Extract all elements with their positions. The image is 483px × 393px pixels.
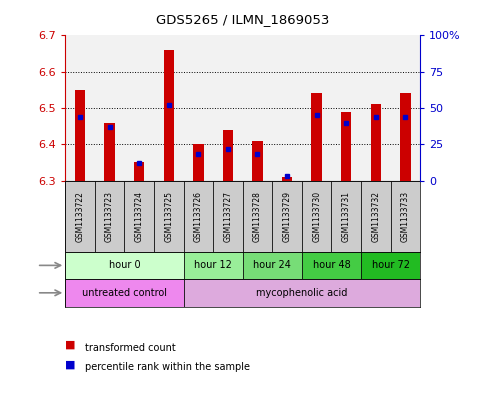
Bar	[242, 181, 272, 252]
Bar	[213, 35, 242, 181]
Text: hour 72: hour 72	[371, 261, 410, 270]
Text: GSM1133733: GSM1133733	[401, 191, 410, 242]
Bar	[75, 90, 85, 181]
Bar	[65, 35, 95, 181]
Bar	[312, 94, 322, 181]
Bar	[302, 252, 361, 279]
Text: hour 12: hour 12	[194, 261, 232, 270]
Bar	[125, 181, 154, 252]
Text: ■: ■	[65, 340, 76, 350]
Bar	[213, 181, 242, 252]
Text: GSM1133730: GSM1133730	[312, 191, 321, 242]
Text: GSM1133726: GSM1133726	[194, 191, 203, 242]
Bar	[184, 252, 242, 279]
Bar	[302, 181, 331, 252]
Bar	[272, 181, 302, 252]
Bar	[193, 144, 203, 181]
Bar	[242, 35, 272, 181]
Text: GSM1133729: GSM1133729	[283, 191, 292, 242]
Text: GSM1133731: GSM1133731	[342, 191, 351, 242]
Bar	[361, 252, 420, 279]
Text: GSM1133725: GSM1133725	[164, 191, 173, 242]
Bar	[361, 181, 391, 252]
Bar	[95, 181, 125, 252]
Text: GDS5265 / ILMN_1869053: GDS5265 / ILMN_1869053	[156, 13, 329, 26]
Bar	[302, 35, 331, 181]
Text: hour 24: hour 24	[254, 261, 291, 270]
Text: mycophenolic acid: mycophenolic acid	[256, 288, 348, 298]
Text: hour 48: hour 48	[313, 261, 350, 270]
Text: GSM1133723: GSM1133723	[105, 191, 114, 242]
Bar	[272, 35, 302, 181]
Bar	[391, 35, 420, 181]
Bar	[331, 181, 361, 252]
Bar	[331, 35, 361, 181]
Bar	[370, 105, 381, 181]
Bar	[223, 130, 233, 181]
Bar	[184, 35, 213, 181]
Bar	[391, 181, 420, 252]
Text: percentile rank within the sample: percentile rank within the sample	[85, 362, 250, 373]
Bar	[184, 279, 420, 307]
Text: GSM1133722: GSM1133722	[75, 191, 85, 242]
Bar	[65, 279, 184, 307]
Bar	[282, 177, 292, 181]
Text: GSM1133728: GSM1133728	[253, 191, 262, 242]
Bar	[104, 123, 115, 181]
Bar	[400, 94, 411, 181]
Bar	[361, 35, 391, 181]
Bar	[95, 35, 125, 181]
Bar	[125, 35, 154, 181]
Bar	[154, 181, 184, 252]
Text: GSM1133724: GSM1133724	[135, 191, 143, 242]
Bar	[341, 112, 352, 181]
Text: ■: ■	[65, 360, 76, 369]
Bar	[134, 162, 144, 181]
Bar	[154, 35, 184, 181]
Text: GSM1133727: GSM1133727	[224, 191, 232, 242]
Bar	[164, 50, 174, 181]
Text: untreated control: untreated control	[82, 288, 167, 298]
Bar	[252, 141, 263, 181]
Text: hour 0: hour 0	[109, 261, 140, 270]
Bar	[184, 181, 213, 252]
Bar	[65, 181, 95, 252]
Bar	[242, 252, 302, 279]
Text: transformed count: transformed count	[85, 343, 175, 353]
Text: GSM1133732: GSM1133732	[371, 191, 380, 242]
Bar	[65, 252, 184, 279]
